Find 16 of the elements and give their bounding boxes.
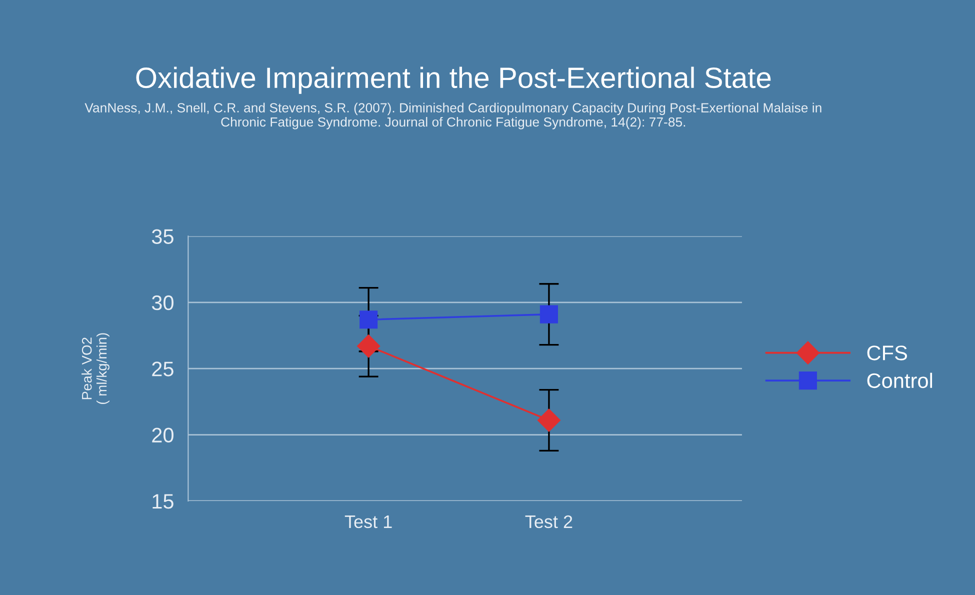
x-tick-label: Test 2 [525,515,572,528]
point [540,305,558,324]
y-tick-label: 15 [152,494,174,509]
y-tick-label: 20 [152,428,174,443]
chart-subtitle: VanNess, J.M., Snell, C.R. and Stevens, S.R. (2007). Diminished Cardiopulmonary Capacity During Post-Exertional Malaise in Chronic Fatigue Syndrome. Journal of Chronic Fatigue Syndrome, 14(2): 77-85. [84,102,822,130]
y-tick-label: 35 [152,229,174,244]
y-tick-label: 25 [152,362,174,376]
legend-label: CFS [867,346,907,360]
y-tick-label: 30 [152,295,174,310]
point [360,310,378,329]
x-tick-label: Test 1 [344,516,392,528]
point [357,334,380,358]
legend-label: Control [867,372,932,388]
chart-title: Oxidative Impairment in the Post-Exertional State [136,66,771,94]
y-axis-title: Peak VO2 ( ml/kg/min) [82,333,110,404]
point [537,408,560,432]
